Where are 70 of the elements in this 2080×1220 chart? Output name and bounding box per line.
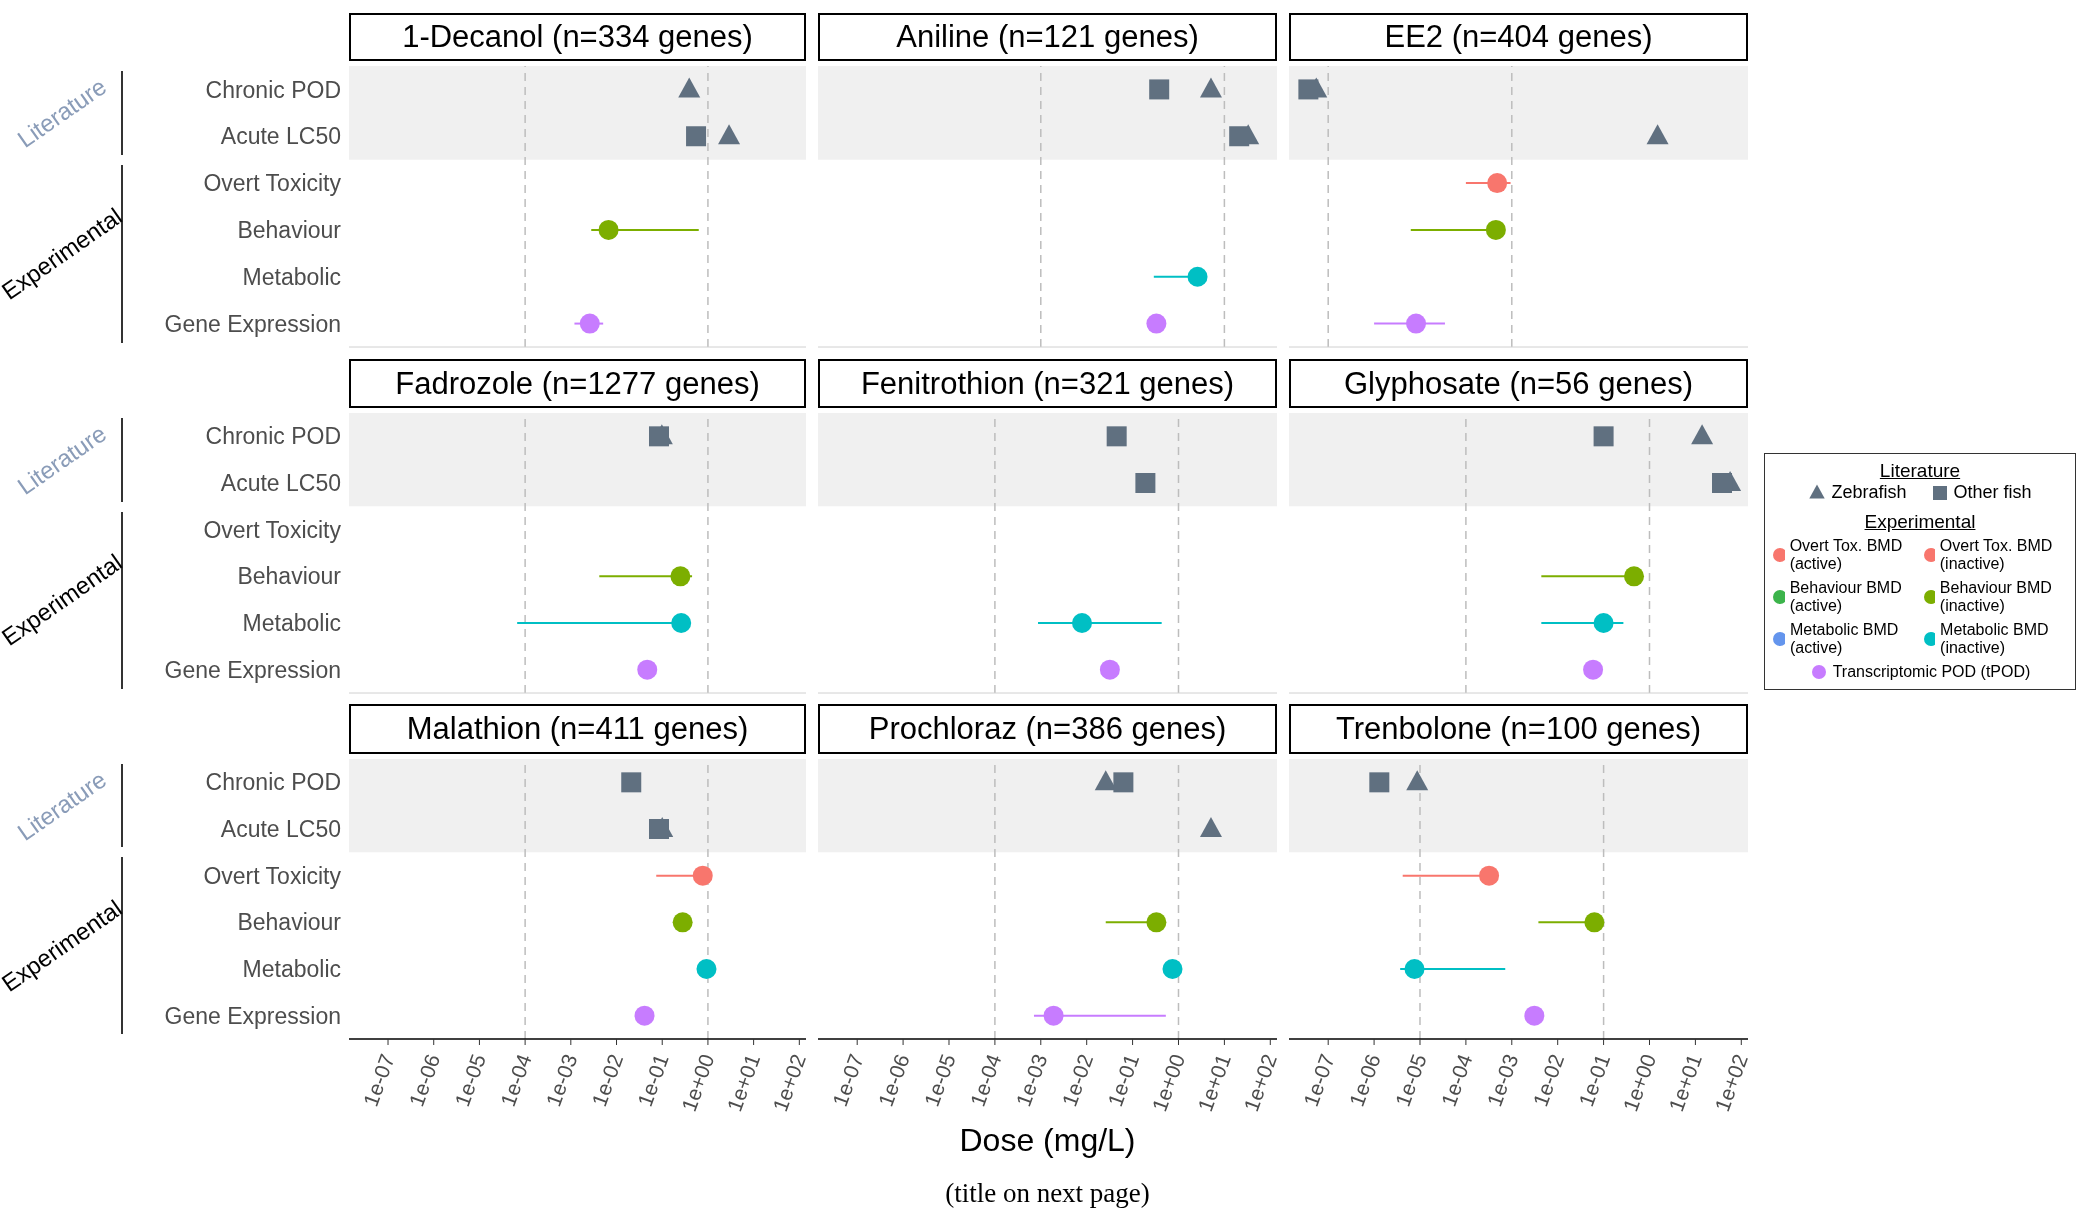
x-tick-label: 1e-03 [541,1051,582,1110]
x-tick-label: 1e+01 [1193,1051,1236,1115]
y-tick-label: Overt Toxicity [203,862,342,889]
x-tick-label: 1e-04 [495,1050,536,1110]
legend-label: Behaviour BMD (inactive) [1939,579,2053,615]
legend-label: Overt Tox. BMD (inactive) [1939,537,2054,573]
y-tick-label: Chronic POD [205,769,341,796]
x-tick-label: 1e-04 [1436,1050,1477,1110]
y-tick-label: Overt Toxicity [203,170,342,197]
chart-title: Fadrozole (n=1277 genes) [349,359,806,408]
x-tick-label: 1e-06 [1344,1051,1385,1110]
x-tick-label: 1e-05 [919,1051,960,1110]
legend-label: Transcriptomic POD (tPOD) [1832,663,2031,681]
x-tick-label: 1e-06 [873,1051,914,1110]
legend-title: Literature [1878,460,1962,482]
y-tick-label: Behaviour [237,217,342,244]
x-tick-label: 1e+00 [1618,1051,1661,1115]
y-tick-label: Gene Expression [164,1002,341,1029]
chart-title: Trenbolone (n=100 genes) [1289,704,1748,754]
x-tick-label: 1e-02 [1057,1051,1098,1110]
chart-title: Aniline (n=121 genes) [818,13,1277,61]
x-tick-label: 1e-02 [587,1051,628,1110]
x-tick-label: 1e-02 [1528,1051,1569,1110]
legend-label: Metabolic BMD (inactive) [1940,621,2050,657]
chart-title: Malathion (n=411 genes) [349,704,806,754]
x-tick-label: 1e+02 [768,1051,810,1115]
legend-label: Overt Tox. BMD (active) [1789,537,1904,573]
y-tick-label: Gene Expression [164,310,341,337]
y-tick-label: Behaviour [237,563,342,590]
y-tick-label: Chronic POD [205,76,341,103]
y-tick-label: Behaviour [237,909,342,936]
x-tick-label: 1e-06 [404,1051,445,1110]
text: Experimental [1863,511,1977,533]
y-tick-label: Metabolic [242,956,341,983]
y-tick-label: Metabolic [242,263,341,290]
x-tick-label: 1e+01 [722,1051,765,1115]
legend-label: Metabolic BMD (active) [1789,621,1900,657]
y-tick-label: Acute LC50 [220,470,341,497]
legend-label: Zebrafish [1831,482,1907,503]
chart-title: Fenitrothion (n=321 genes) [818,359,1277,408]
x-tick-label: 1e+02 [1239,1051,1281,1115]
x-tick-label: 1e+02 [1710,1051,1752,1115]
x-tick-label: 1e-05 [450,1051,491,1110]
x-tick-label: 1e-01 [1103,1051,1144,1110]
x-tick-label: 1e-07 [1298,1051,1339,1110]
y-tick-label: Acute LC50 [220,816,341,843]
x-tick-label: 1e-05 [1390,1051,1431,1110]
legend-label: Other fish [1953,482,2032,503]
legend-label: Behaviour BMD (active) [1789,579,1903,615]
y-tick-label: Gene Expression [164,656,341,683]
x-tick-label: 1e-03 [1011,1051,1052,1110]
text: (title on next page) [944,1178,1151,1209]
y-tick-label: Chronic POD [205,423,341,450]
x-axis-title: Dose (mg/L) [958,1122,1137,1159]
x-tick-label: 1e-07 [827,1051,868,1110]
x-tick-label: 1e-04 [965,1050,1006,1110]
x-tick-label: 1e-03 [1482,1051,1523,1110]
chart-title: 1-Decanol (n=334 genes) [349,13,806,61]
x-tick-label: 1e+01 [1664,1051,1707,1115]
x-tick-label: 1e-01 [1574,1051,1615,1110]
x-tick-label: 1e-01 [632,1051,673,1110]
chart-title: Prochloraz (n=386 genes) [818,704,1277,754]
y-tick-label: Overt Toxicity [203,516,342,543]
y-tick-label: Metabolic [242,610,341,637]
x-tick-label: 1e+00 [1147,1051,1190,1115]
chart-title: EE2 (n=404 genes) [1289,13,1748,61]
y-tick-label: Acute LC50 [220,123,341,150]
x-tick-label: 1e+00 [676,1051,719,1115]
x-tick-label: 1e-07 [358,1051,399,1110]
chart-title: Glyphosate (n=56 genes) [1289,359,1748,408]
